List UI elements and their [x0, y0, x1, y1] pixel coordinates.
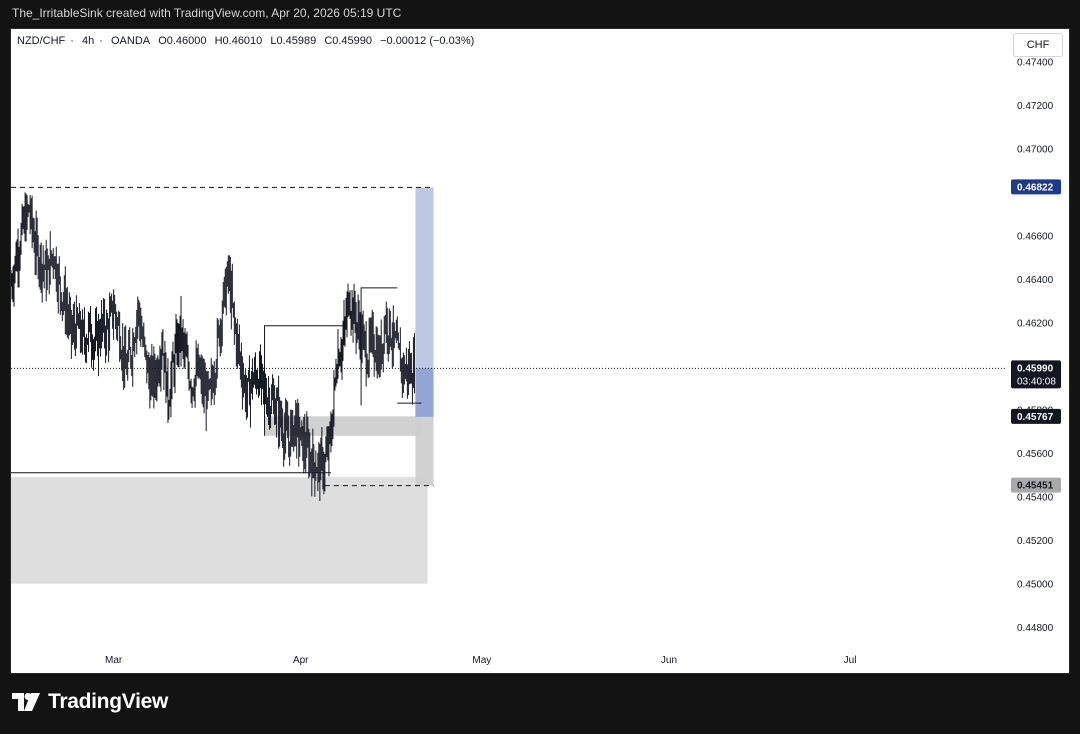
- entry-zone[interactable]: [415, 368, 434, 417]
- price-labels: 0.46822 0.45990 03:40:08 0.45767 0.45451: [1011, 179, 1061, 493]
- symbol-legend: NZD/CHF · 4h · OANDA O0.46000 H0.46010 L0.…: [17, 35, 479, 47]
- legend-exchange: OANDA: [111, 35, 151, 47]
- legend-high: H0.46010: [214, 35, 263, 47]
- countdown-label: 03:40:08: [1017, 376, 1056, 387]
- legend-symbol: NZD/CHF: [17, 35, 66, 47]
- legend-separator: ·: [99, 35, 103, 47]
- legend-open: O0.46000: [158, 35, 207, 47]
- chart-panel[interactable]: 0.47400 0.47200 0.47000 0.46822 0.46600 0.464…: [10, 28, 1070, 674]
- legend-change: −0.00012 (−0.03%): [380, 35, 475, 47]
- price-label-box: [1011, 179, 1061, 195]
- time-axis: Mar Apr May Jun Jul: [105, 655, 856, 666]
- legend-close: C0.45990: [324, 35, 373, 47]
- tradingview-logo-icon: [12, 693, 40, 711]
- price-label: 0.46822: [1017, 182, 1054, 193]
- legend-low: L0.45989: [270, 35, 317, 47]
- price-tick-label: 0.45000: [1017, 580, 1054, 591]
- price-tick-label: 0.47000: [1017, 145, 1054, 156]
- price-tick-label: 0.44800: [1017, 623, 1054, 634]
- price-tick-label: 0.46400: [1017, 275, 1054, 286]
- tradingview-logo-text: TradingView: [48, 690, 169, 713]
- time-tick-label: Jul: [844, 655, 857, 666]
- price-tick-label: 0.46200: [1017, 319, 1054, 330]
- price-chart[interactable]: 0.47400 0.47200 0.47000 0.46822 0.46600 0.464…: [11, 29, 1070, 674]
- price-tick-label: 0.45600: [1017, 449, 1054, 460]
- price-tick-label: 0.47200: [1017, 101, 1054, 112]
- price-series: [11, 192, 415, 502]
- time-tick-label: Jun: [661, 655, 677, 666]
- demand-zone[interactable]: [11, 477, 428, 584]
- price-tick-label: 0.45400: [1017, 493, 1054, 504]
- target-zone[interactable]: [415, 187, 434, 417]
- time-tick-label: May: [472, 655, 491, 666]
- snapshot-attribution: The_IrritableSink created with TradingVi…: [12, 6, 402, 20]
- price-label-box: [1011, 477, 1061, 493]
- price-label: 0.45767: [1017, 412, 1054, 423]
- price-tick-label: 0.45200: [1017, 536, 1054, 547]
- legend-separator: ·: [70, 35, 74, 47]
- time-tick-label: Apr: [293, 655, 309, 666]
- price-label: 0.45451: [1017, 481, 1054, 492]
- annotation-lines: [11, 186, 1007, 487]
- annotation-zones: [11, 187, 434, 584]
- price-axis: 0.47400 0.47200 0.47000 0.46822 0.46600 0.464…: [1017, 58, 1054, 635]
- price-label: 0.45990: [1017, 363, 1054, 374]
- time-tick-label: Mar: [105, 655, 123, 666]
- price-tick-label: 0.46600: [1017, 232, 1054, 243]
- legend-interval: 4h: [82, 35, 95, 47]
- price-tick-label: 0.47400: [1017, 58, 1054, 69]
- stop-zone[interactable]: [415, 416, 434, 486]
- tradingview-logo[interactable]: TradingView: [12, 690, 168, 714]
- currency-unit-button[interactable]: CHF: [1013, 33, 1063, 57]
- price-label-box: [1011, 408, 1061, 424]
- price-label-box: [1011, 360, 1061, 389]
